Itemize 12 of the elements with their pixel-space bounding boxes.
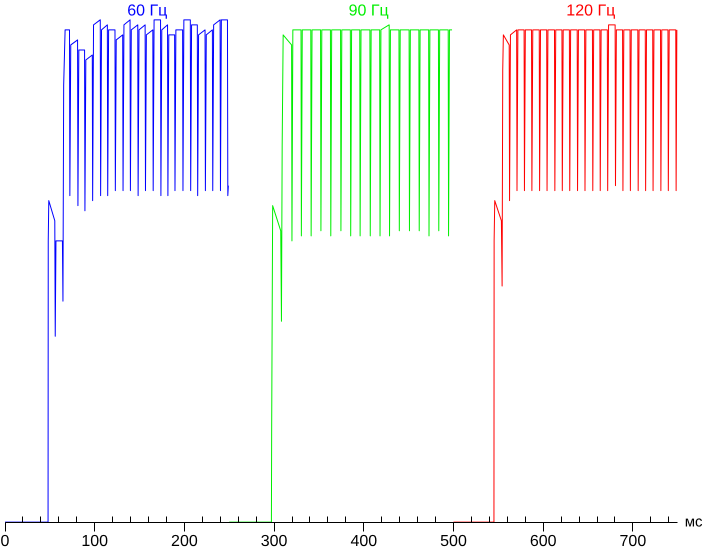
series-label: 120 Гц [566,2,616,20]
x-tick-label: 100 [81,533,108,549]
x-tick-label: 600 [530,533,557,549]
x-tick-label: 200 [171,533,198,549]
x-tick-label: 300 [260,533,288,549]
series-label: 90 Гц [348,2,389,20]
x-tick-label: 400 [350,533,378,549]
x-tick-label: 500 [440,533,467,549]
series-label: 60 Гц [127,2,168,20]
x-tick-label: 700 [620,533,646,549]
x-axis-title: мс [684,514,703,531]
x-tick-label: 0 [0,533,10,549]
